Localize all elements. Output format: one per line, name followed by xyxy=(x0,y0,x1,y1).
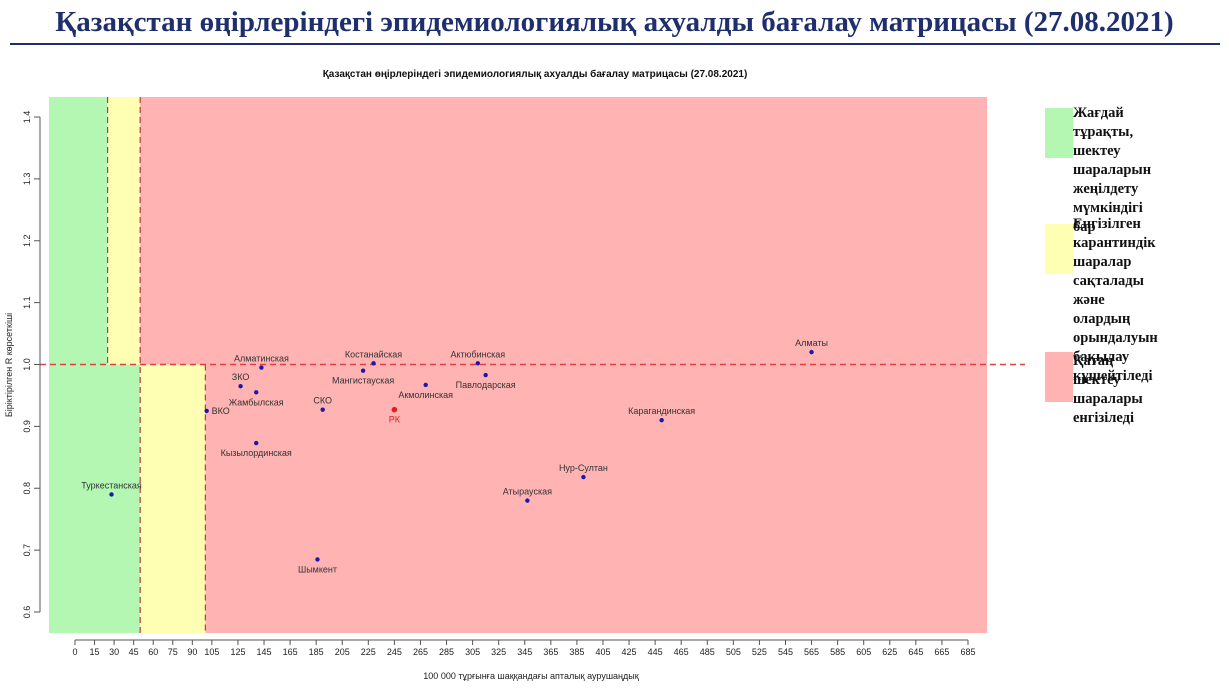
data-label: СКО xyxy=(313,396,332,406)
x-tick-label: 485 xyxy=(700,647,715,657)
legend-text-strict: Қатаң шектеу шаралары енгізіледі xyxy=(1073,353,1143,426)
data-point xyxy=(475,361,481,366)
y-tick-label: 0.6 xyxy=(22,606,32,619)
x-tick-label: 205 xyxy=(335,647,350,657)
x-tick-label: 605 xyxy=(856,647,871,657)
data-point xyxy=(259,365,264,370)
data-point xyxy=(254,390,259,395)
x-tick-label: 625 xyxy=(882,647,897,657)
data-point xyxy=(109,492,114,497)
x-tick-label: 365 xyxy=(543,647,558,657)
x-tick-label: 345 xyxy=(517,647,532,657)
data-point xyxy=(204,408,209,414)
data-point xyxy=(238,383,243,389)
x-tick-label: 125 xyxy=(230,647,245,657)
legend-text-maintain: Енгізілген карантиндік шаралар сақталады… xyxy=(1073,216,1158,384)
x-tick-label: 60 xyxy=(148,647,158,657)
x-tick-label: 145 xyxy=(257,647,272,657)
data-point xyxy=(320,407,325,412)
x-tick-label: 325 xyxy=(491,647,506,657)
data-label: Алматинская xyxy=(234,354,289,364)
x-tick-label: 545 xyxy=(778,647,793,657)
data-point xyxy=(360,368,366,373)
x-tick-label: 305 xyxy=(465,647,480,657)
data-point xyxy=(391,406,398,413)
zone-2 xyxy=(140,364,206,633)
zone-4 xyxy=(205,364,987,633)
data-point xyxy=(423,382,428,388)
y-tick-label: 0.9 xyxy=(22,420,32,433)
data-label: Мангистауская xyxy=(332,376,394,386)
x-tick-label: 105 xyxy=(204,647,219,657)
legend-text-stable: Жағдай тұрақты, шектеу шараларын жеңілде… xyxy=(1073,105,1152,235)
x-tick-label: 225 xyxy=(361,647,376,657)
x-tick-label: 385 xyxy=(569,647,584,657)
y-tick-label: 1.4 xyxy=(22,111,32,124)
y-tick-label: 1.1 xyxy=(22,296,32,309)
y-tick-label: 1.2 xyxy=(22,234,32,247)
chart-title: Қазақстан өңірлеріндегі эпидемиологиялық… xyxy=(323,68,748,80)
data-label: РК xyxy=(389,415,401,425)
y-tick-label: 0.8 xyxy=(22,482,32,495)
title-underline xyxy=(10,43,1220,45)
data-label: ЗКО xyxy=(232,372,250,382)
zone-3 xyxy=(140,97,987,365)
data-label: Алматы xyxy=(795,338,828,348)
zone-1 xyxy=(107,97,141,365)
x-tick-label: 265 xyxy=(413,647,428,657)
data-label: ВКО xyxy=(212,406,230,416)
data-point xyxy=(254,440,259,446)
y-tick-label: 1.3 xyxy=(22,173,32,186)
y-axis-label: Біріктірілген R көрсеткіші xyxy=(4,313,14,417)
data-label: Туркестанская xyxy=(81,480,142,490)
legend-swatch-green xyxy=(1045,108,1073,158)
x-tick-label: 465 xyxy=(674,647,689,657)
x-tick-label: 425 xyxy=(622,647,637,657)
data-label: Атырауская xyxy=(503,487,552,497)
x-tick-label: 405 xyxy=(595,647,610,657)
data-label: Акмолинская xyxy=(398,390,453,400)
x-tick-label: 525 xyxy=(752,647,767,657)
data-label: Костанайская xyxy=(345,349,402,359)
x-tick-label: 90 xyxy=(187,647,197,657)
data-point xyxy=(483,372,488,378)
x-tick-label: 0 xyxy=(72,647,77,657)
x-axis-label: 100 000 тұрғынға шаққандағы апталық ауру… xyxy=(423,671,638,681)
data-point xyxy=(659,417,664,423)
data-point xyxy=(371,361,376,366)
data-point xyxy=(809,349,814,355)
x-tick-label: 445 xyxy=(648,647,663,657)
data-label: Нур-Султан xyxy=(559,463,608,473)
y-tick-label: 0.7 xyxy=(22,544,32,557)
x-tick-label: 285 xyxy=(439,647,454,657)
x-tick-label: 245 xyxy=(387,647,402,657)
x-tick-label: 165 xyxy=(283,647,298,657)
x-tick-label: 30 xyxy=(109,647,119,657)
data-point xyxy=(315,557,320,562)
x-tick-label: 665 xyxy=(934,647,949,657)
x-tick-label: 185 xyxy=(309,647,324,657)
data-point xyxy=(581,474,586,480)
legend-swatch-red xyxy=(1045,352,1073,402)
x-tick-label: 45 xyxy=(129,647,139,657)
x-tick-label: 585 xyxy=(830,647,845,657)
x-tick-label: 15 xyxy=(90,647,100,657)
slide-title: Қазақстан өңірлеріндегі эпидемиологиялық… xyxy=(55,6,1174,38)
data-point xyxy=(525,498,530,503)
y-tick-label: 1.0 xyxy=(22,358,32,371)
data-label: Карагандинская xyxy=(628,406,695,416)
data-label: Жамбылская xyxy=(229,397,284,407)
x-tick-label: 685 xyxy=(960,647,975,657)
data-label: Павлодарская xyxy=(456,380,516,390)
x-tick-label: 565 xyxy=(804,647,819,657)
x-tick-label: 645 xyxy=(908,647,923,657)
x-tick-label: 75 xyxy=(168,647,178,657)
legend-swatch-yellow xyxy=(1045,224,1073,274)
data-label: Актюбинская xyxy=(451,349,506,359)
x-tick-label: 505 xyxy=(726,647,741,657)
data-label: Кызылординская xyxy=(221,448,292,458)
data-label: Шымкент xyxy=(298,564,337,574)
